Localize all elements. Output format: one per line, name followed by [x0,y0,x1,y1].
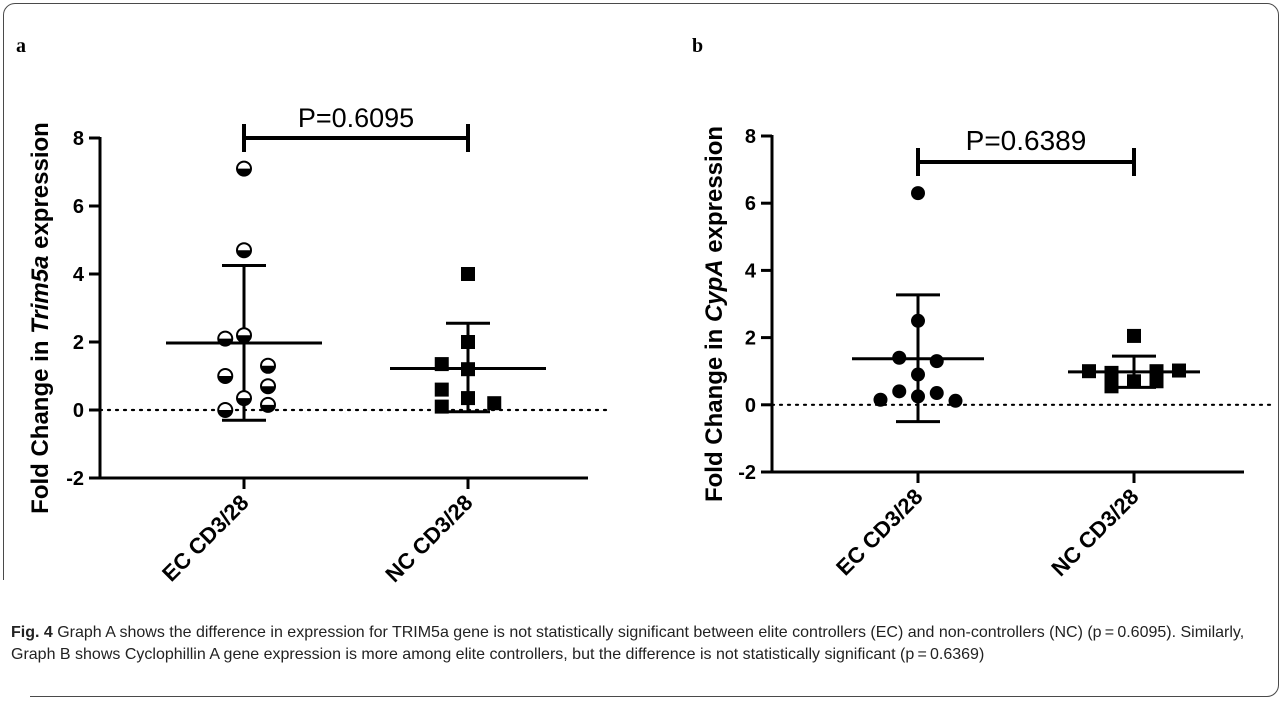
data-point [911,389,925,404]
data-point [1127,328,1141,343]
data-point-fill [218,376,233,383]
x-tick-label: NC CD3/28 [380,490,477,587]
data-point [911,186,925,201]
y-axis-label-suffix: expression [27,122,54,255]
y-axis-label: Fold Change in CypA expression [701,126,728,502]
data-point [892,350,907,365]
data-point-fill [218,338,233,346]
y-tick-label: 4 [745,260,757,282]
figure-caption: Fig. 4 Graph A shows the difference in e… [11,622,1273,666]
data-point [461,335,475,349]
data-point [929,386,944,401]
data-point-fill [218,410,233,417]
y-tick-label: 0 [73,400,84,422]
figure-frame [3,3,1279,697]
panel-label: b [692,35,703,57]
y-tick-label: -2 [66,468,84,490]
data-point [929,354,944,369]
data-point [911,313,925,328]
y-axis-label-gene: CypA [701,259,728,322]
data-point [434,357,449,372]
p-value-label: P=0.6389 [966,125,1087,156]
data-point [236,327,252,344]
y-axis-label-prefix: Fold Change in [27,334,54,514]
x-tick-label: NC CD3/28 [1046,484,1143,581]
data-point [1104,365,1119,380]
data-point [892,384,907,399]
data-point [461,391,475,406]
data-point-fill [261,365,275,373]
y-tick-label: 8 [745,126,756,148]
chart-panel-b: b -2 0 2 4 6 8 EC CD3/28 NC CD3/28 Fold Change in… [692,35,1274,581]
y-tick-label: 8 [73,128,84,150]
y-tick-label: -2 [738,462,756,484]
data-point [911,367,925,382]
data-point [873,392,888,407]
data-point [236,390,252,407]
y-tick-label: 2 [745,328,756,350]
caption-label: Fig. 4 [11,624,53,641]
data-point [1149,374,1164,389]
figure-charts: a -2 0 2 4 6 8 EC CD3/28 NC CD3/28 Fold Change in… [16,35,1274,587]
data-point [948,393,963,408]
y-tick-label: 6 [73,196,84,218]
data-point-fill [237,335,251,343]
p-value-label: P=0.6095 [298,103,414,133]
data-point-fill [237,398,251,406]
y-axis-label-suffix: expression [701,126,728,259]
data-point [434,382,449,397]
panel-label: a [16,35,26,57]
data-point-fill [261,404,275,412]
data-point [217,402,234,418]
data-point [461,267,475,281]
data-point [217,368,234,384]
data-point [487,396,502,411]
y-axis-label: Fold Change in Trim5a expression [27,122,54,514]
y-axis-label-gene: Trim5a [27,256,54,334]
chart-panel-a: a -2 0 2 4 6 8 EC CD3/28 NC CD3/28 Fold Change in… [16,35,612,587]
data-point [1104,379,1119,394]
y-tick-label: 4 [73,264,85,286]
data-point [236,160,252,177]
data-point [461,362,475,377]
data-point [260,357,276,374]
data-point-fill [237,250,251,258]
y-tick-label: 0 [745,395,756,417]
data-point [217,330,234,347]
y-tick-label: 6 [745,193,756,215]
x-tick-label: EC CD3/28 [831,484,927,580]
data-point [1127,374,1141,389]
data-point [260,396,276,413]
data-point [260,378,276,395]
frame-gap [0,580,30,710]
data-point [1172,363,1186,378]
x-tick-label: EC CD3/28 [157,490,253,586]
data-point-fill [237,168,251,176]
data-point [434,399,449,414]
caption-text: Graph A shows the difference in expressi… [11,624,1245,663]
data-point-fill [261,386,275,394]
y-axis-label-prefix: Fold Change in [701,322,728,502]
y-tick-label: 2 [73,332,84,354]
data-point [236,242,252,259]
data-point [1082,364,1096,379]
